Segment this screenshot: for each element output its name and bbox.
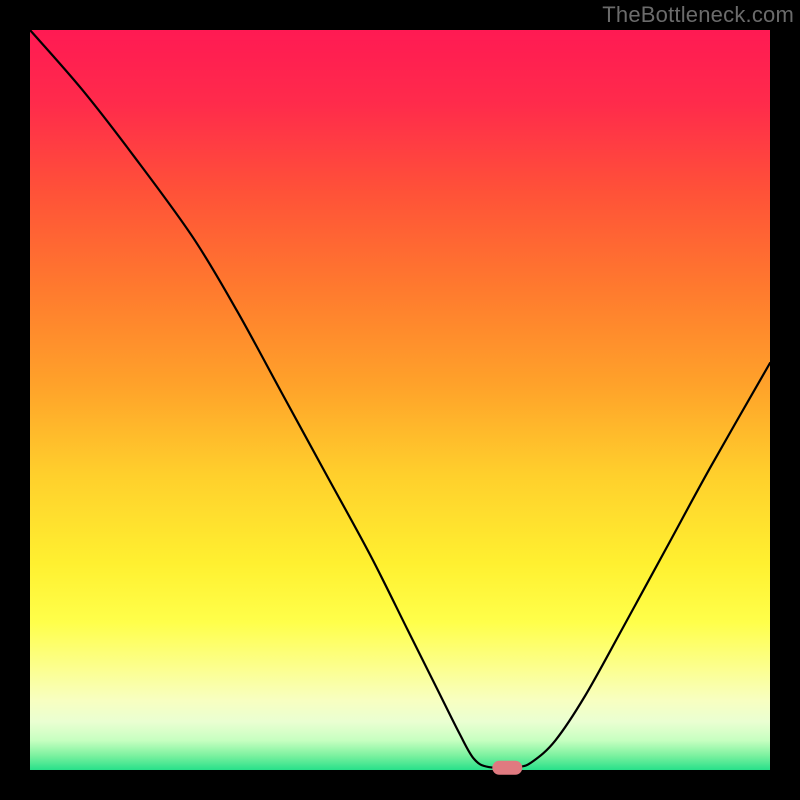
plot-area: [30, 30, 770, 770]
watermark-text: TheBottleneck.com: [602, 2, 794, 28]
chart-svg: [0, 0, 800, 800]
bottleneck-chart: TheBottleneck.com: [0, 0, 800, 800]
optimum-marker: [492, 761, 522, 775]
